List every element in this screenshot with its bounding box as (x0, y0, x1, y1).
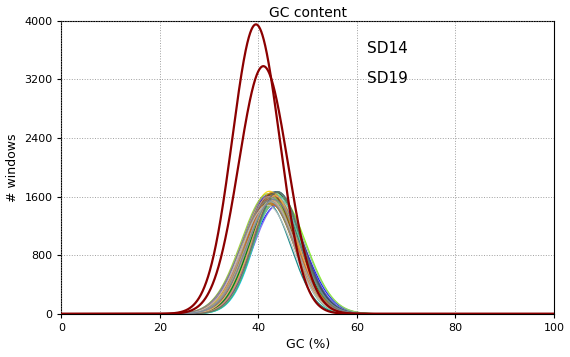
Y-axis label: # windows: # windows (6, 133, 19, 202)
Text: SD14: SD14 (367, 41, 408, 56)
X-axis label: GC (%): GC (%) (286, 338, 330, 351)
Title: GC content: GC content (268, 6, 347, 20)
Text: SD19: SD19 (367, 71, 408, 86)
